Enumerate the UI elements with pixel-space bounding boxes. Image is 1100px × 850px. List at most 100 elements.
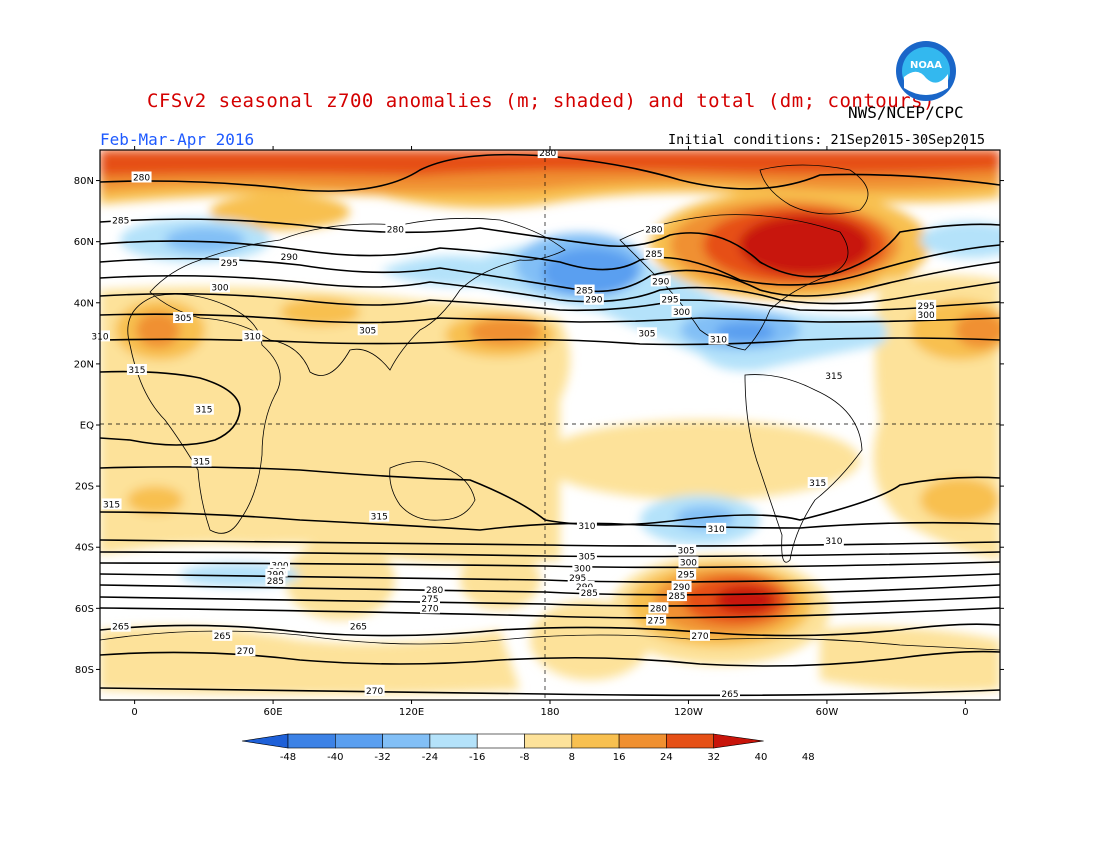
contour-label-text: 290 bbox=[585, 296, 602, 306]
colorbar-label: -48 bbox=[280, 752, 296, 763]
contour-label-text: 310 bbox=[578, 522, 595, 532]
colorbar-segment bbox=[618, 733, 667, 749]
lat-tick-label: 20N bbox=[74, 359, 94, 370]
contour-label: 300 bbox=[678, 556, 699, 569]
contour-label: 280 bbox=[385, 223, 406, 235]
contour-label: 270 bbox=[364, 684, 385, 697]
contour-label: 275 bbox=[646, 614, 667, 627]
contour-label: 310 bbox=[576, 519, 597, 532]
contour-label: 285 bbox=[265, 574, 286, 587]
contour-label: 310 bbox=[706, 522, 727, 535]
lat-tick-label: 40N bbox=[74, 298, 94, 309]
contour-label-text: 305 bbox=[638, 329, 655, 339]
colorbar-label: 40 bbox=[755, 752, 768, 763]
colorbar-segment bbox=[476, 733, 525, 749]
contour-label-text: 315 bbox=[809, 479, 826, 489]
colorbar-arrow-low bbox=[241, 733, 289, 749]
contour-label-text: 280 bbox=[539, 149, 556, 159]
contour-label-text: 280 bbox=[650, 604, 667, 614]
contour-label-text: 305 bbox=[578, 552, 595, 562]
contour-label: 265 bbox=[348, 620, 369, 633]
contour-label-text: 270 bbox=[366, 687, 383, 697]
contour-label: 290 bbox=[583, 293, 604, 306]
contour-label-text: 265 bbox=[350, 623, 367, 633]
noaa-logo-icon: NOAA bbox=[896, 41, 956, 101]
contour-label: 280 bbox=[537, 147, 558, 159]
contour-label-text: 300 bbox=[673, 308, 690, 318]
contour-label-text: 295 bbox=[918, 302, 935, 312]
contour-label-text: 315 bbox=[193, 458, 210, 468]
contour-label: 315 bbox=[807, 477, 828, 489]
contour-label: 300 bbox=[671, 305, 692, 318]
contour-label: 300 bbox=[916, 309, 937, 321]
colorbar-segment bbox=[571, 733, 620, 749]
contour-label-text: 280 bbox=[426, 586, 443, 596]
contour-label-text: 315 bbox=[103, 500, 120, 510]
contour-label: 305 bbox=[576, 550, 597, 562]
contour-label-text: 295 bbox=[661, 296, 678, 306]
contour-label: 315 bbox=[126, 364, 147, 376]
lat-tick-label: 80S bbox=[75, 665, 94, 676]
contour-label-text: 310 bbox=[825, 537, 842, 547]
contour-label-text: 305 bbox=[174, 314, 191, 324]
lon-tick-label: 120E bbox=[399, 707, 424, 718]
contour-label-text: 285 bbox=[112, 216, 129, 226]
organization-label: NWS/NCEP/CPC bbox=[848, 103, 964, 122]
colorbar-label: 32 bbox=[707, 752, 720, 763]
contour-label: 270 bbox=[420, 602, 440, 614]
contour-label: 305 bbox=[357, 324, 378, 336]
contour-label: 295 bbox=[916, 299, 937, 312]
contour-label: 310 bbox=[823, 535, 844, 547]
colorbar-segment bbox=[334, 733, 383, 749]
contour-label: 270 bbox=[690, 629, 710, 642]
colorbar-label: -40 bbox=[327, 752, 343, 763]
colorbar-segment bbox=[666, 733, 715, 749]
contour-label-text: 295 bbox=[678, 571, 695, 581]
contour-label-text: 280 bbox=[133, 174, 150, 184]
lat-tick-label: 80N bbox=[74, 176, 94, 187]
contour-label: 305 bbox=[676, 544, 697, 556]
contour-label: 310 bbox=[242, 330, 263, 342]
contour-label-text: 290 bbox=[281, 253, 298, 263]
contour-label-text: 285 bbox=[576, 287, 593, 297]
lon-tick-label: 0 bbox=[131, 707, 137, 718]
anomaly-shading bbox=[100, 150, 1000, 695]
colorbar-label: 48 bbox=[802, 752, 815, 763]
chart-title: CFSv2 seasonal z700 anomalies (m; shaded… bbox=[147, 90, 935, 112]
lon-tick-label: 60E bbox=[264, 707, 283, 718]
colorbar-label: -24 bbox=[422, 752, 438, 763]
contour-labels: 2802802852952903003053103153153153152803… bbox=[90, 147, 937, 700]
contour-label-text: 300 bbox=[211, 284, 228, 294]
colorbar-label: 8 bbox=[569, 752, 575, 763]
lat-tick-label: 20S bbox=[75, 482, 94, 493]
contour-label: 315 bbox=[193, 403, 214, 416]
contour-label: 290 bbox=[671, 580, 692, 593]
contour-label: 310 bbox=[708, 333, 729, 345]
contour-label: 295 bbox=[567, 571, 588, 584]
contour-label: 300 bbox=[572, 562, 593, 575]
colorbar-label: -8 bbox=[520, 752, 530, 763]
contour-label-text: 285 bbox=[668, 592, 685, 602]
contour-label-text: 285 bbox=[581, 589, 598, 599]
lat-tick-label: 60S bbox=[75, 604, 94, 615]
contour-label: 295 bbox=[676, 568, 697, 581]
colorbar-label: -16 bbox=[469, 752, 485, 763]
colorbar-segment bbox=[524, 733, 573, 749]
contour-label: 265 bbox=[212, 629, 233, 642]
contour-label: 285 bbox=[666, 590, 687, 602]
contour-label-text: 265 bbox=[214, 632, 231, 642]
contour-label: 295 bbox=[219, 257, 240, 269]
contour-label-text: 305 bbox=[359, 326, 376, 336]
contour-label-text: 305 bbox=[678, 546, 695, 556]
contour-label: 280 bbox=[643, 223, 664, 235]
contour-label: 265 bbox=[110, 620, 131, 633]
colorbar-label: 16 bbox=[613, 752, 626, 763]
contour-label: 275 bbox=[420, 593, 440, 605]
contour-label-text: 280 bbox=[645, 225, 662, 235]
contour-label-text: 290 bbox=[673, 583, 690, 593]
season-label: Feb-Mar-Apr 2016 bbox=[100, 130, 255, 149]
contour-label-text: 280 bbox=[387, 225, 404, 235]
lat-tick-label: 60N bbox=[74, 237, 94, 248]
colorbar-label: 24 bbox=[660, 752, 673, 763]
